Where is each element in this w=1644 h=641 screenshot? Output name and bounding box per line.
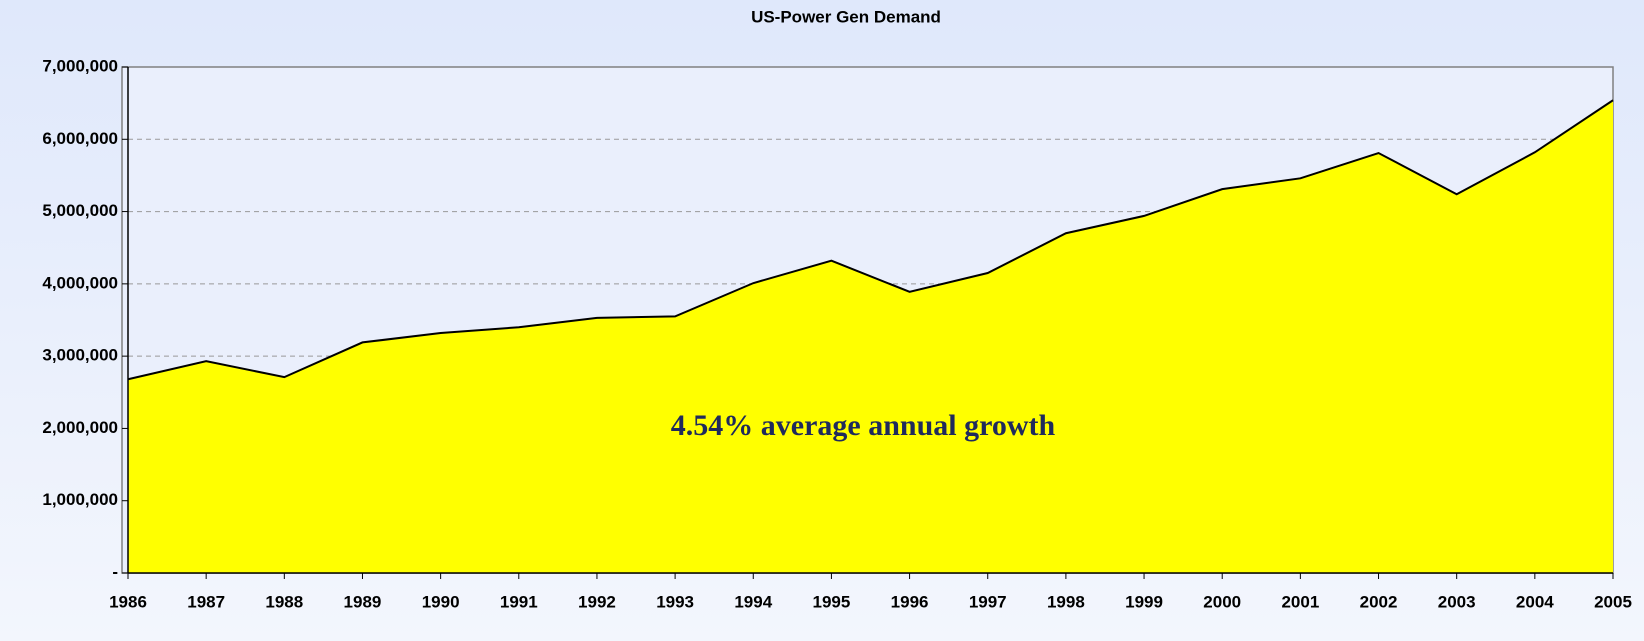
x-tick-label: 1987 (187, 592, 225, 611)
annotation: 4.54% average annual growth (671, 409, 1056, 442)
x-tick-label: 1999 (1125, 592, 1163, 611)
x-tick-label: 1988 (265, 592, 303, 611)
x-tick-label: 2001 (1281, 592, 1319, 611)
y-tick-label: 6,000,000 (42, 129, 118, 148)
x-tick-label: 1992 (578, 592, 616, 611)
x-tick-label: 1991 (500, 592, 538, 611)
chart-title: US-Power Gen Demand (751, 7, 941, 26)
x-tick-label: 1990 (422, 592, 460, 611)
x-tick-label: 1997 (969, 592, 1007, 611)
x-tick-label: 2000 (1203, 592, 1241, 611)
x-tick-label: 1989 (344, 592, 382, 611)
x-tick-label: 1994 (734, 592, 772, 611)
y-tick-label: 7,000,000 (42, 56, 118, 75)
y-tick-label: - (112, 562, 118, 581)
x-tick-label: 1995 (813, 592, 851, 611)
x-tick-label: 2002 (1360, 592, 1398, 611)
x-tick-label: 1986 (109, 592, 147, 611)
x-tick-label: 1993 (656, 592, 694, 611)
x-tick-label: 2003 (1438, 592, 1476, 611)
area (128, 100, 1613, 573)
plot (127, 99, 1614, 573)
x-tick-label: 1996 (891, 592, 929, 611)
x-tick-label: 2005 (1594, 592, 1632, 611)
y-tick-label: 3,000,000 (42, 346, 118, 365)
area-line (127, 99, 1614, 381)
x-tick-label: 2004 (1516, 592, 1554, 611)
y-tick-label: 2,000,000 (42, 418, 118, 437)
x-tick-label: 1998 (1047, 592, 1085, 611)
y-tick-label: 1,000,000 (42, 490, 118, 509)
y-tick-label: 5,000,000 (42, 201, 118, 220)
y-tick-label: 4,000,000 (42, 273, 118, 292)
